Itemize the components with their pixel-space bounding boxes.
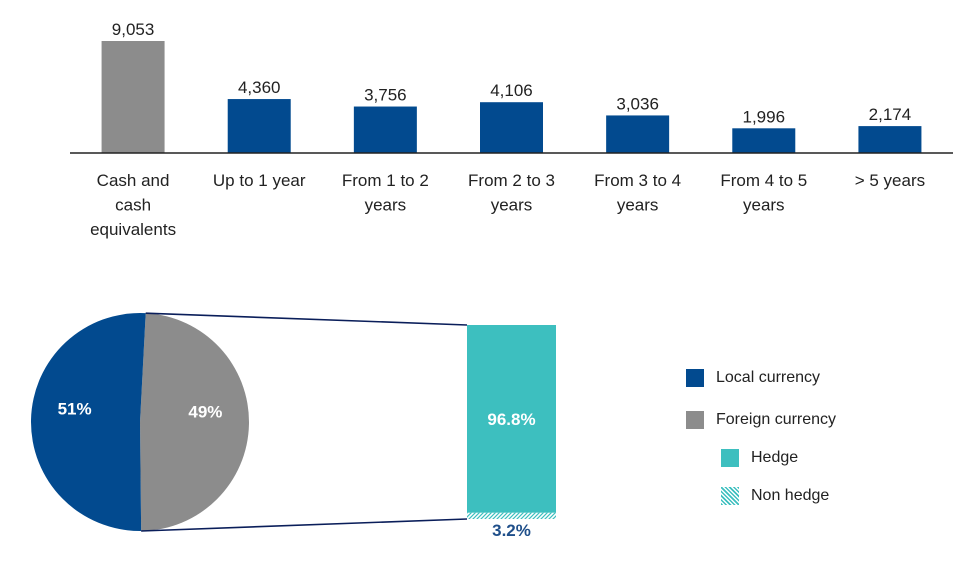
category-label-line: From 4 to 5 [720,171,807,190]
stack-segment-non-hedge [467,512,556,519]
legend-label: Hedge [751,449,799,466]
stack-segment-hedge [467,325,556,513]
bar-value-label: 4,106 [490,81,533,100]
legend-swatch-foreign-currency [686,411,704,429]
legend-label: Non hedge [751,487,830,504]
pie-value-label: 51% [58,400,92,419]
pie-to-stack-connectors [141,312,468,532]
bar-4 [606,115,670,153]
category-label: Cash and cash equivalents [90,171,176,239]
category-label-line: equivalents [90,220,176,239]
category-label-line: years [617,196,659,215]
bar-5 [732,128,796,153]
bar-3 [480,102,543,153]
legend-label: Foreign currency [716,411,837,428]
legend-swatch-local-currency [686,369,704,387]
bar-1 [227,99,291,153]
legend-item-hedge: Hedge [721,449,798,467]
category-label-line: years [743,196,785,215]
category-label: > 5 years [855,171,925,190]
bar-0 [101,41,165,153]
category-label-line: Up to 1 year [213,171,306,190]
bar-value-label: 2,174 [869,105,912,124]
bar-2 [353,106,417,153]
connector-bottom [141,518,468,532]
bar-value-label: 1,996 [743,107,786,126]
category-label-line: Cash and [97,171,170,190]
connector-top [145,312,468,326]
pie-slice-0 [31,312,146,531]
category-label: Up to 1 year [213,171,306,190]
bar-value-label: 3,756 [364,86,407,105]
stack-value-label-non-hedge: 3.2% [492,521,531,540]
currency-pie-chart: 49% 51% [31,312,250,531]
stack-value-label-hedge: 96.8% [487,410,535,429]
legend-item-local-currency: Local currency [686,369,820,387]
bar-6 [858,126,922,153]
bar-value-label: 3,036 [616,94,659,113]
legend-item-foreign-currency: Foreign currency [686,411,836,429]
category-label: From 2 to 3 years [468,171,555,215]
category-label-line: years [365,196,407,215]
category-label: From 3 to 4 years [594,171,681,215]
legend-label: Local currency [716,369,821,386]
category-label: From 4 to 5 years [720,171,807,215]
category-label-line: From 2 to 3 [468,171,555,190]
category-label-line: From 1 to 2 [342,171,429,190]
legend-swatch-hedge [721,449,739,467]
category-label: From 1 to 2 years [342,171,429,215]
maturity-bar-chart: 9,053 Cash and cash equivalents 4,360 Up to 1… [70,20,953,239]
category-label-line: years [491,196,533,215]
bar-value-label: 4,360 [238,78,281,97]
category-label-line: > 5 years [855,171,925,190]
legend: Local currency Foreign currency Hedge No… [686,0,966,561]
legend-swatch-non-hedge [721,487,739,505]
category-label-line: cash [115,196,151,215]
pie-slice-1 [140,313,250,531]
category-label-line: From 3 to 4 [594,171,681,190]
hedge-stacked-bar: 96.8% 3.2% [467,325,556,540]
pie-value-label: 49% [188,402,222,421]
legend-item-non-hedge: Non hedge [721,487,829,505]
bar-value-label: 9,053 [112,20,155,39]
